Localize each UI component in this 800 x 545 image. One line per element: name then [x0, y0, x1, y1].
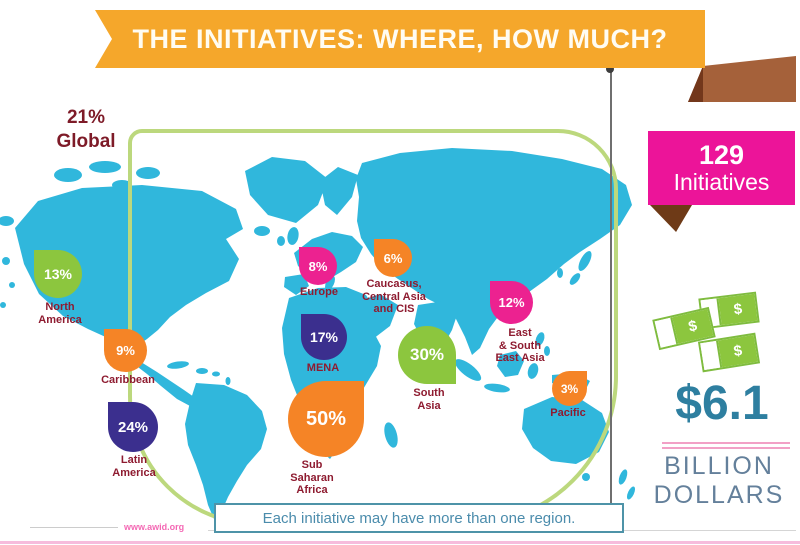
map-scandinavia: [320, 167, 358, 215]
region-label-north-america: North America: [38, 301, 82, 326]
pointer-dot: [606, 65, 614, 73]
global-stat: 21% Global: [36, 106, 136, 154]
region-label-latin-america: Latin America: [112, 454, 156, 479]
map-new-zealand: [618, 469, 628, 485]
dollar-sign-icon: $: [718, 293, 758, 325]
bottom-accent-strip: [0, 541, 800, 544]
funding-unit: BILLION DOLLARS: [640, 452, 798, 510]
global-stat-value: 21%: [66, 107, 106, 128]
funding-unit-line1: BILLION: [664, 452, 774, 480]
watermark-rule: [30, 526, 118, 528]
region-bubble-north-america: 13%: [34, 250, 82, 298]
region-label-mena: MENA: [306, 362, 340, 374]
region-label-europe: Europe: [300, 286, 338, 298]
dollar-sign-icon: $: [672, 309, 714, 344]
region-pct-pacific: 3%: [560, 381, 579, 396]
map-madagascar: [384, 422, 398, 448]
funding-unit-line2: DOLLARS: [653, 480, 785, 509]
region-pct-europe: 8%: [308, 258, 328, 274]
region-label-caucasus-central-asia-cis: Caucasus, Central Asia and CIS: [362, 278, 426, 316]
region-pct-caribbean: 9%: [116, 343, 135, 358]
initiatives-count-badge: 129 Initiatives: [648, 131, 795, 205]
title-banner: THE INITIATIVES: WHERE, HOW MUCH?: [95, 10, 705, 68]
region-pct-south-asia: 30%: [409, 345, 445, 364]
region-bubble-latin-america: 24%: [108, 402, 158, 452]
region-pct-mena: 17%: [309, 329, 339, 345]
region-bubble-caribbean: 9%: [104, 329, 147, 372]
region-pct-latin-america: 24%: [117, 418, 149, 436]
region-bubble-east-south-east-asia: 12%: [490, 281, 533, 324]
region-bubble-south-asia: 30%: [398, 326, 456, 384]
pointer-line: [610, 69, 612, 515]
badge-fold: [650, 205, 692, 232]
amount-divider: [662, 447, 790, 449]
page-title: THE INITIATIVES: WHERE, HOW MUCH?: [132, 23, 668, 54]
initiatives-count: 129: [698, 139, 745, 170]
region-pct-caucasus-central-asia-cis: 6%: [383, 250, 403, 266]
region-label-south-asia: South Asia: [413, 387, 445, 412]
initiatives-label: Initiatives: [673, 169, 770, 196]
region-label-east-south-east-asia: East & South East Asia: [495, 327, 545, 365]
map-uk: [287, 227, 299, 245]
dollar-sign-icon: $: [717, 334, 758, 368]
caption-text: Each initiative may have more than one r…: [262, 509, 576, 527]
region-pct-north-america: 13%: [43, 266, 73, 282]
watermark-url: www.awid.org: [124, 522, 185, 532]
region-bubble-mena: 17%: [301, 314, 347, 360]
region-bubble-caucasus-central-asia-cis: 6%: [374, 239, 412, 277]
region-pct-east-south-east-asia: 12%: [498, 295, 525, 310]
caption-box: Each initiative may have more than one r…: [214, 503, 624, 533]
region-label-sub-saharan-africa: Sub Saharan Africa: [290, 459, 334, 497]
region-bubble-sub-saharan-africa: 50%: [288, 381, 364, 457]
global-stat-label: Global: [56, 130, 116, 152]
region-label-pacific: Pacific: [550, 407, 586, 419]
map-cuba: [167, 361, 189, 369]
watermark: www.awid.org: [30, 522, 184, 532]
ribbon-fold: [688, 56, 796, 102]
region-bubble-pacific: 3%: [552, 371, 587, 406]
region-label-caribbean: Caribbean: [101, 374, 155, 386]
funding-amount: $6.1: [675, 377, 769, 430]
region-bubble-europe: 8%: [299, 247, 337, 285]
region-pct-sub-saharan-africa: 50%: [305, 407, 347, 430]
amount-divider: [662, 442, 790, 444]
map-arctic-island: [54, 168, 82, 182]
